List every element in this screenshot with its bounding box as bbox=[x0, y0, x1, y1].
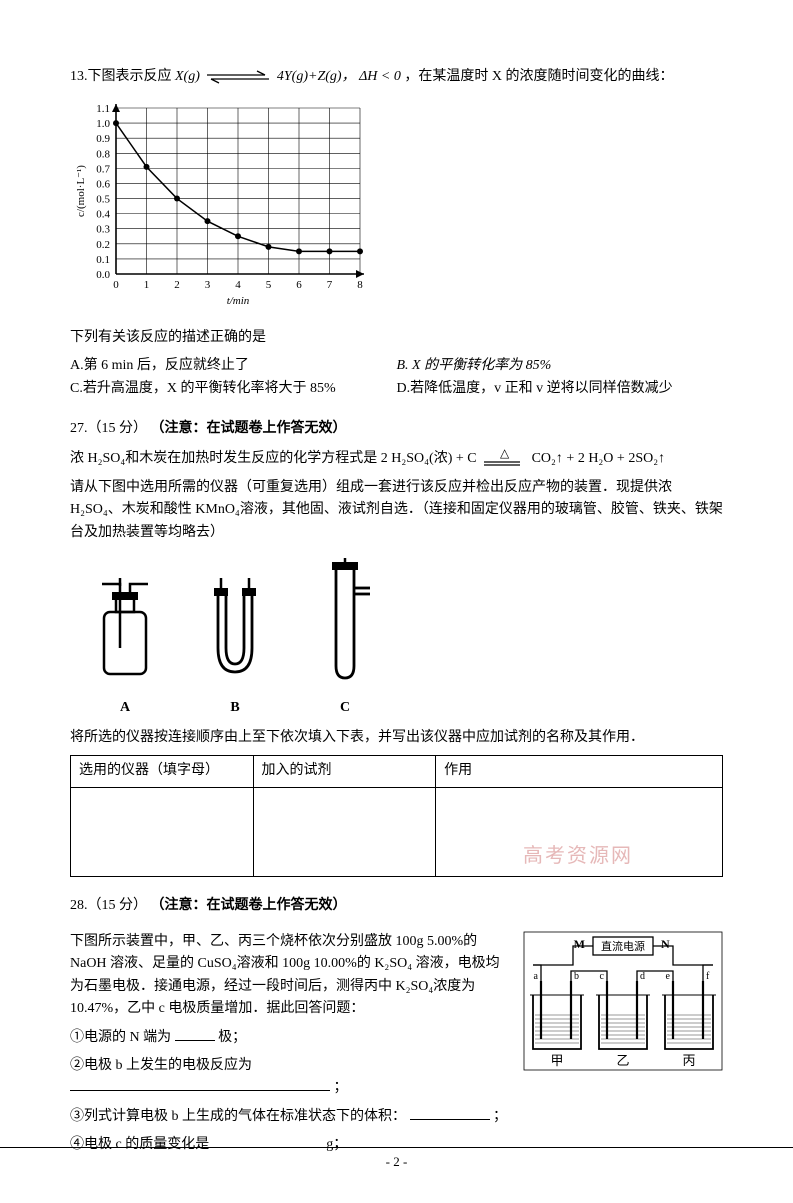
svg-text:7: 7 bbox=[327, 279, 333, 291]
svg-text:e: e bbox=[666, 971, 671, 982]
svg-text:1: 1 bbox=[144, 279, 150, 291]
svg-text:0.8: 0.8 bbox=[96, 149, 110, 161]
svg-text:0: 0 bbox=[113, 279, 119, 291]
q27-p2: 请从下图中选用所需的仪器（可重复选用）组成一套进行该反应并检出反应产物的装置．现… bbox=[70, 477, 723, 544]
u-tube-icon bbox=[200, 578, 270, 688]
q13-opt-d: D.若降低温度，v 正和 v 逆将以同样倍数减少 bbox=[397, 378, 724, 400]
svg-text:3: 3 bbox=[205, 279, 211, 291]
q13-intro: 13.下图表示反应 X(g) 4Y(g)+Z(g)， ΔH < 0 ，在某温度时… bbox=[70, 66, 723, 88]
q27-apparatus: A B C bbox=[90, 558, 723, 719]
svg-text:0.1: 0.1 bbox=[96, 254, 110, 266]
q27-th3: 作用 bbox=[436, 756, 723, 787]
q28-head-pre: 28.（15 分） bbox=[70, 898, 147, 913]
q27-table: 选用的仪器（填字母） 加入的试剂 作用 bbox=[70, 755, 723, 876]
q27-th2: 加入的试剂 bbox=[253, 756, 436, 787]
apparatus-a: A bbox=[90, 578, 160, 719]
svg-text:5: 5 bbox=[266, 279, 272, 291]
q28-l3: ③列式计算电极 b 上生成的气体在标准状态下的体积： ； bbox=[70, 1106, 513, 1128]
svg-text:a: a bbox=[534, 971, 539, 982]
q13-opt-b: B. X 的平衡转化率为 85% bbox=[397, 355, 724, 377]
gas-bottle-icon bbox=[90, 578, 160, 688]
apparatus-a-label: A bbox=[90, 697, 160, 719]
q13-lhs: X(g) bbox=[175, 69, 200, 84]
svg-text:b: b bbox=[574, 971, 579, 982]
apparatus-b: B bbox=[200, 578, 270, 719]
q27-p1-lhs: 浓 H₂SO₄和木炭在加热时发生反应的化学方程式是 2 H₂SO₄(浓) + C bbox=[70, 452, 477, 467]
heat-arrow-icon: △ bbox=[480, 448, 528, 470]
svg-text:0.7: 0.7 bbox=[96, 164, 110, 176]
svg-text:直流电源: 直流电源 bbox=[601, 939, 645, 953]
svg-text:△: △ bbox=[500, 448, 510, 460]
q28-head-note: （注意：在试题卷上作答无效） bbox=[151, 898, 347, 913]
equilibrium-arrow-icon bbox=[203, 70, 273, 84]
q13-opt-a: A.第 6 min 后，反应就终止了 bbox=[70, 355, 397, 377]
blank-field[interactable] bbox=[175, 1040, 215, 1041]
apparatus-c: C bbox=[310, 558, 380, 719]
svg-text:0.2: 0.2 bbox=[96, 239, 110, 251]
q28-l1-post: 极； bbox=[218, 1030, 246, 1045]
q13-opt-c: C.若升高温度，X 的平衡转化率将大于 85% bbox=[70, 378, 397, 400]
q27-p1-rhs: CO₂↑ + 2 H₂O + 2SO₂↑ bbox=[532, 452, 666, 467]
svg-text:t/min: t/min bbox=[227, 295, 250, 307]
svg-text:f: f bbox=[706, 971, 710, 982]
q27-head: 27.（15 分） （注意：在试题卷上作答无效） bbox=[70, 418, 723, 440]
q28-figure: 直流电源 M Na b 甲 c d 乙 e f 丙 bbox=[523, 931, 723, 1079]
table-cell bbox=[71, 787, 254, 876]
q27-p1: 浓 H₂SO₄和木炭在加热时发生反应的化学方程式是 2 H₂SO₄(浓) + C… bbox=[70, 448, 723, 471]
q28-p1: 下图所示装置中，甲、乙、丙三个烧杯依次分别盛放 100g 5.00%的 NaOH… bbox=[70, 931, 513, 1021]
q13-stem: 下列有关该反应的描述正确的是 bbox=[70, 327, 723, 349]
q28-l1: ①电源的 N 端为 极； bbox=[70, 1027, 513, 1049]
svg-text:甲: 甲 bbox=[550, 1053, 563, 1068]
q13-dh: ΔH < 0 bbox=[359, 69, 401, 84]
svg-text:乙: 乙 bbox=[616, 1053, 629, 1068]
svg-text:丙: 丙 bbox=[682, 1053, 695, 1068]
page-footer: - 2 - bbox=[0, 1147, 793, 1173]
svg-text:1.0: 1.0 bbox=[96, 118, 110, 130]
svg-text:4: 4 bbox=[235, 279, 241, 291]
svg-text:c/(mol·L⁻¹): c/(mol·L⁻¹) bbox=[75, 165, 87, 217]
blank-field[interactable] bbox=[410, 1119, 490, 1120]
svg-text:d: d bbox=[640, 971, 645, 982]
q27-table-intro: 将所选的仪器按连接顺序由上至下依次填入下表，并写出该仪器中应加试剂的名称及其作用… bbox=[70, 727, 723, 749]
svg-text:c: c bbox=[600, 971, 605, 982]
q28-text: 下图所示装置中，甲、乙、丙三个烧杯依次分别盛放 100g 5.00%的 NaOH… bbox=[70, 925, 513, 1163]
blank-field[interactable] bbox=[70, 1090, 330, 1091]
q13-options: A.第 6 min 后，反应就终止了 B. X 的平衡转化率为 85% C.若升… bbox=[70, 355, 723, 400]
svg-text:0.0: 0.0 bbox=[96, 269, 110, 281]
q13-rhs: 4Y(g)+Z(g)， bbox=[277, 69, 356, 84]
svg-text:0.6: 0.6 bbox=[96, 179, 110, 191]
table-cell bbox=[436, 787, 723, 876]
apparatus-b-label: B bbox=[200, 697, 270, 719]
q27-th1: 选用的仪器（填字母） bbox=[71, 756, 254, 787]
q13-intro-post: ，在某温度时 X 的浓度随时间变化的曲线： bbox=[404, 69, 673, 84]
svg-text:M: M bbox=[574, 937, 585, 951]
q27-head-pre: 27.（15 分） bbox=[70, 421, 147, 436]
q13-intro-pre: 13.下图表示反应 bbox=[70, 69, 175, 84]
q28-l1-pre: ①电源的 N 端为 bbox=[70, 1030, 171, 1045]
svg-text:0.5: 0.5 bbox=[96, 194, 110, 206]
svg-text:0.4: 0.4 bbox=[96, 209, 110, 221]
q28-head: 28.（15 分） （注意：在试题卷上作答无效） bbox=[70, 895, 723, 917]
svg-text:N: N bbox=[661, 937, 670, 951]
q28-l2-pre: ②电极 b 上发生的电极反应为 bbox=[70, 1058, 252, 1073]
apparatus-c-label: C bbox=[310, 697, 380, 719]
svg-text:1.1: 1.1 bbox=[96, 103, 110, 115]
svg-text:6: 6 bbox=[296, 279, 302, 291]
table-cell bbox=[253, 787, 436, 876]
q27-head-note: （注意：在试题卷上作答无效） bbox=[151, 421, 347, 436]
q28-l2: ②电极 b 上发生的电极反应为 ； bbox=[70, 1055, 513, 1100]
test-tube-side-icon bbox=[310, 558, 380, 688]
svg-text:2: 2 bbox=[174, 279, 180, 291]
q13-chart: 0 1 2 3 4 5 6 7 8 0.0 0.1 0.2 0.3 0.4 0.5 0.6 0.7 0.8 0.9 1… bbox=[70, 98, 723, 316]
svg-text:0.3: 0.3 bbox=[96, 224, 110, 236]
svg-text:8: 8 bbox=[357, 279, 363, 291]
q28-l2-post: ； bbox=[334, 1080, 348, 1095]
svg-text:0.9: 0.9 bbox=[96, 134, 110, 146]
